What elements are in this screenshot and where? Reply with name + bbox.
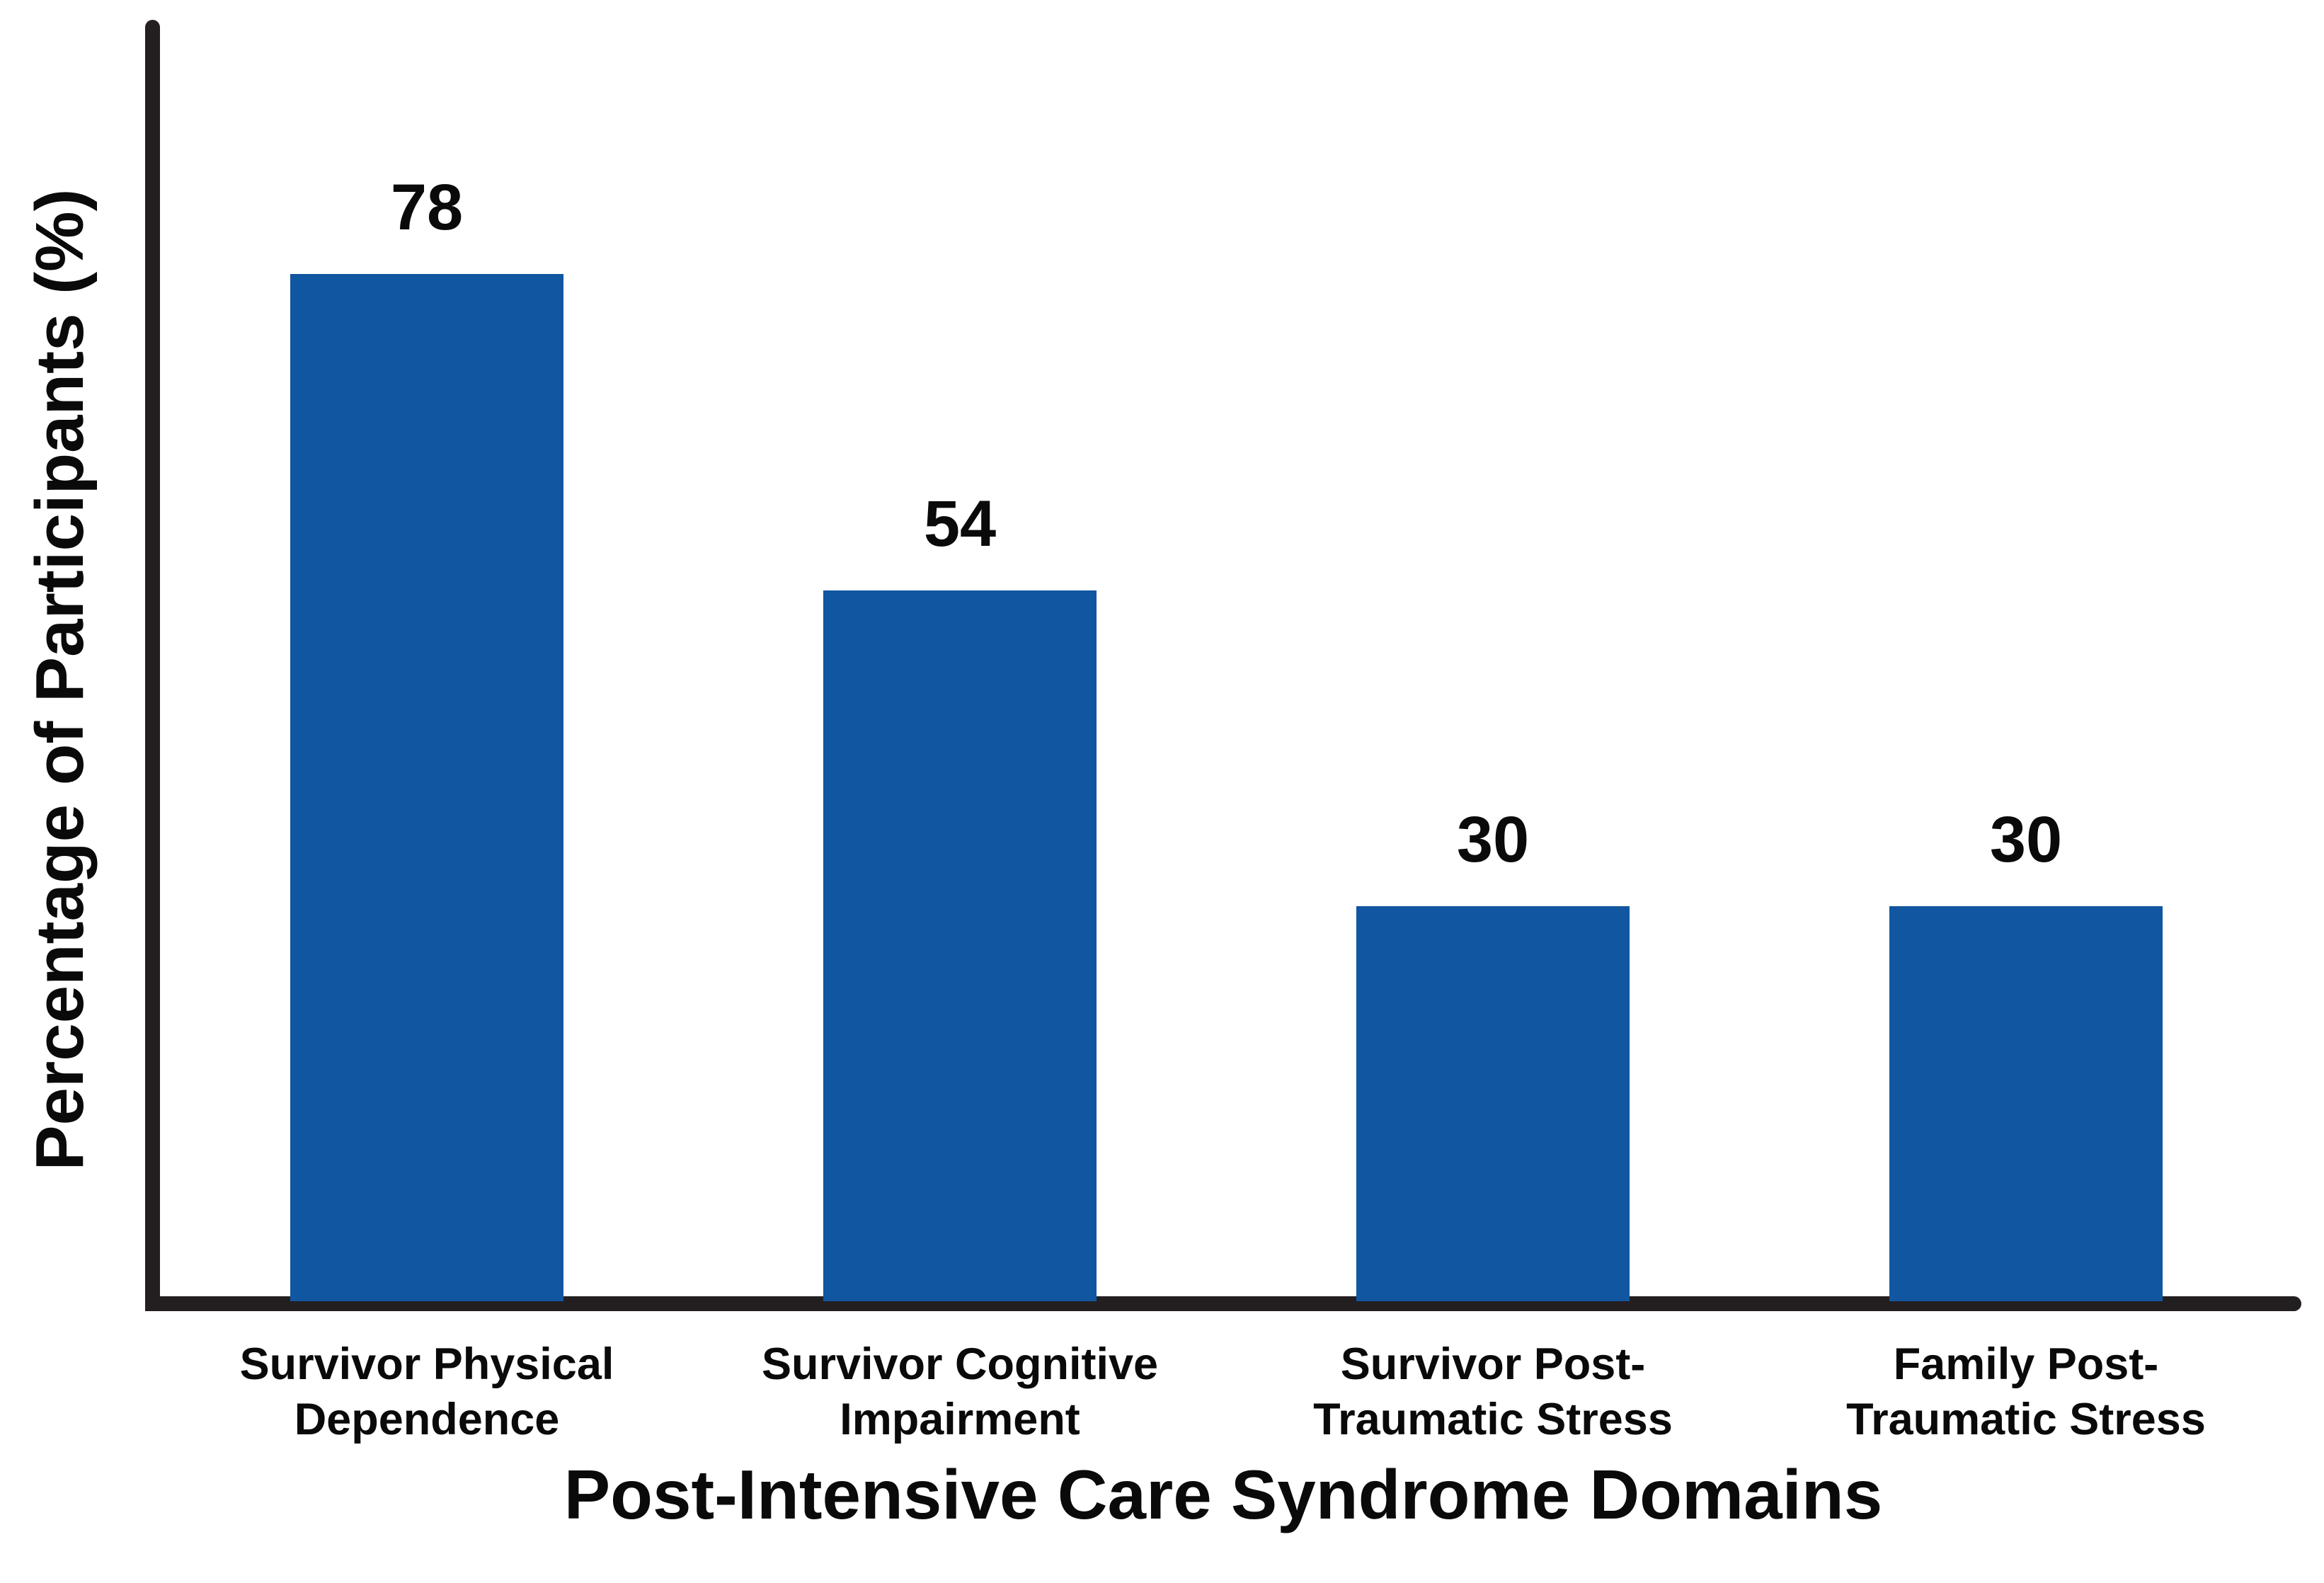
bar bbox=[290, 274, 563, 1301]
bar-value-label: 30 bbox=[1989, 804, 2063, 876]
category-label: Survivor Cognitive Impairment bbox=[761, 1339, 1159, 1445]
x-axis-title: Post-Intensive Care Syndrome Domains bbox=[563, 1456, 1883, 1533]
category-label: Survivor Post- Traumatic Stress bbox=[1313, 1339, 1673, 1445]
bar-value-label: 54 bbox=[923, 488, 997, 560]
bar bbox=[1889, 906, 2163, 1301]
bar bbox=[1356, 906, 1630, 1301]
bar-group: 78 bbox=[214, 175, 639, 1301]
bar-group: 30 bbox=[1281, 807, 1705, 1301]
y-axis-line bbox=[145, 20, 160, 1311]
bar bbox=[823, 590, 1097, 1301]
bar-group: 30 bbox=[1814, 807, 2238, 1301]
x-axis-line bbox=[145, 1296, 2301, 1311]
category-label: Survivor Physical Dependence bbox=[239, 1339, 614, 1445]
bar-group: 54 bbox=[748, 491, 1172, 1301]
bar-value-label: 78 bbox=[390, 171, 464, 244]
category-label: Family Post- Traumatic Stress bbox=[1846, 1339, 2206, 1445]
bar-value-label: 30 bbox=[1456, 804, 1530, 876]
y-axis-title: Percentage of Participants (%) bbox=[22, 188, 98, 1171]
